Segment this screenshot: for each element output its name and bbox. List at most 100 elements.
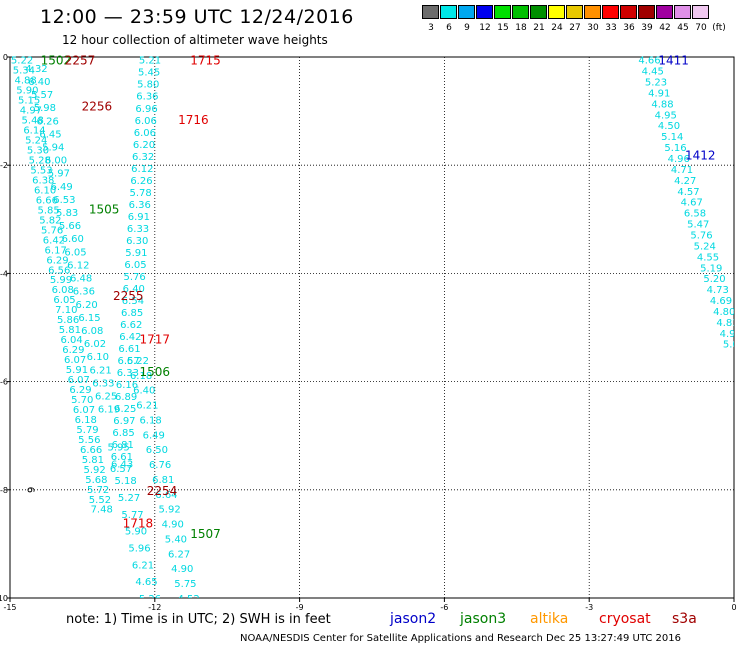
wave-height-label: 5.15 (18, 96, 40, 107)
track-group: 5.225.344.885.905.154.975.486.145.245.30… (11, 56, 740, 605)
wave-height-label: 6.14 (23, 126, 45, 137)
x-tick-label: -6 (440, 603, 448, 612)
wave-height-label: 6.76 (149, 460, 171, 471)
wave-height-label: 5.94 (42, 142, 64, 153)
units-note: note: 1) Time is in UTC; 2) SWH is in fe… (66, 612, 331, 627)
scale-label: 6 (446, 23, 452, 33)
wave-height-label: 4.80 (713, 307, 735, 318)
pass-time-label: 1506 (140, 365, 171, 379)
legend-s3a: s3a (672, 611, 697, 627)
wave-height-label: 6.45 (39, 129, 61, 140)
scale-label: 9 (464, 23, 470, 33)
wave-height-label: 5.40 (165, 534, 187, 545)
wave-height-label: 5.86 (57, 315, 79, 326)
wave-height-label: 7.48 (91, 505, 113, 516)
x-tick-label: 0 (731, 603, 736, 612)
wave-height-label: 5.19 (700, 263, 722, 274)
wave-height-label: 4.66 (638, 56, 660, 67)
scale-swatch (476, 5, 493, 19)
wave-height-label: 4.97 (20, 106, 42, 117)
wave-height-label: 6.89 (115, 392, 137, 403)
wave-height-label: 4.90 (162, 520, 184, 531)
wave-height-label: 5.92 (158, 505, 180, 516)
wave-height-label: 4.55 (697, 252, 719, 263)
wave-height-label: 6.85 (112, 428, 134, 439)
scale-label: 15 (497, 23, 509, 33)
wave-height-label: 6.25 (114, 404, 136, 415)
pass-time-label: 1715 (190, 54, 221, 68)
wave-height-label: 6.36 (73, 287, 95, 298)
wave-height-label: 5.85 (37, 205, 59, 216)
wave-height-label: 6.12 (131, 164, 153, 175)
scale-label: 45 (677, 23, 689, 33)
map-title: 12:00 — 23:59 UTC 12/24/2016 (40, 6, 354, 28)
y-tick-label: 0 (3, 53, 8, 62)
wave-height-label: 6.32 (132, 152, 154, 163)
wave-height-label: 4.52 (177, 594, 199, 605)
scale-label: 39 (641, 23, 653, 33)
wave-height-label: 6.49 (50, 182, 72, 193)
wave-height-label: 6.50 (146, 445, 168, 456)
wave-height-label: 6.05 (53, 295, 75, 306)
wave-height-label: 5.22 (11, 56, 33, 67)
scale-swatch (512, 5, 529, 19)
wave-height-label: 6.38 (32, 175, 54, 186)
wave-height-label: 6.42 (119, 332, 141, 343)
wave-height-label: 6.18 (75, 415, 97, 426)
wave-height-label: 4.95 (655, 110, 677, 121)
pass-time-label: 2255 (113, 289, 144, 303)
wave-height-label: 6.19 (98, 405, 120, 416)
wave-height-label: 5.92 (83, 465, 105, 476)
wave-height-label: 5.81 (59, 325, 81, 336)
pass-time-label: 2257 (65, 54, 96, 68)
wave-height-label: 5.20 (703, 274, 725, 285)
wave-height-label: 5.02 (723, 340, 740, 351)
wave-height-label: 5.47 (687, 220, 709, 231)
wave-height-label: 6.12 (67, 260, 89, 271)
pass-time-label: 1505 (89, 202, 120, 216)
pass-time-label: 1507 (190, 527, 221, 541)
wave-height-label: 5.28 (29, 155, 51, 166)
wave-height-label: 6.64 (155, 490, 177, 501)
wave-height-label: 6.29 (69, 385, 91, 396)
wave-height-label: 6.25 (95, 392, 117, 403)
wave-height-label: 6.06 (134, 128, 156, 139)
wave-height-label: 4.32 (25, 64, 47, 75)
pass-time-label: 2256 (82, 100, 113, 114)
scale-label: 21 (533, 23, 545, 33)
legend-cryosat: cryosat (599, 611, 651, 627)
plot-frame (9, 56, 735, 599)
wave-height-label: 5.82 (39, 215, 61, 226)
wave-height-label: 6.05 (64, 247, 86, 258)
wave-height-label: 6.07 (68, 375, 90, 386)
wave-height-label: 6.42 (43, 235, 65, 246)
wave-height-label: 5.23 (645, 78, 667, 89)
legend-jason2: jason2 (390, 611, 437, 627)
wave-height-label: 5.30 (27, 146, 49, 157)
wave-height-label: 5.78 (129, 188, 151, 199)
wave-height-label: 6.40 (123, 284, 145, 295)
wave-height-label: 6.16 (116, 380, 138, 391)
wave-height-label: 5.24 (25, 136, 47, 147)
wave-height-label: 5.91 (125, 248, 147, 259)
wave-height-label: 5.45 (138, 68, 160, 79)
wave-height-label: 6.81 (112, 440, 134, 451)
wave-height-label: 4.57 (677, 187, 699, 198)
map-subtitle: 12 hour collection of altimeter wave hei… (62, 33, 328, 47)
scale-swatch (422, 5, 439, 19)
wave-height-label: 6.85 (121, 308, 143, 319)
wave-height-label: 6.48 (70, 274, 92, 285)
x-tick-label: -3 (585, 603, 593, 612)
wave-height-label: 6.07 (73, 405, 95, 416)
wave-height-label: 6.21 (136, 401, 158, 412)
wave-height-label: 6.61 (118, 344, 140, 355)
wave-height-label: 6.18 (130, 371, 152, 382)
wave-height-label: 6.00 (45, 156, 67, 167)
wave-height-label: 6.15 (78, 313, 100, 324)
wave-height-label: 6.08 (52, 285, 74, 296)
wave-height-label: 6.43 (111, 459, 133, 470)
scale-label: 30 (587, 23, 599, 33)
wave-height-label: 6.40 (133, 386, 155, 397)
wave-height-label: 5.76 (41, 225, 63, 236)
